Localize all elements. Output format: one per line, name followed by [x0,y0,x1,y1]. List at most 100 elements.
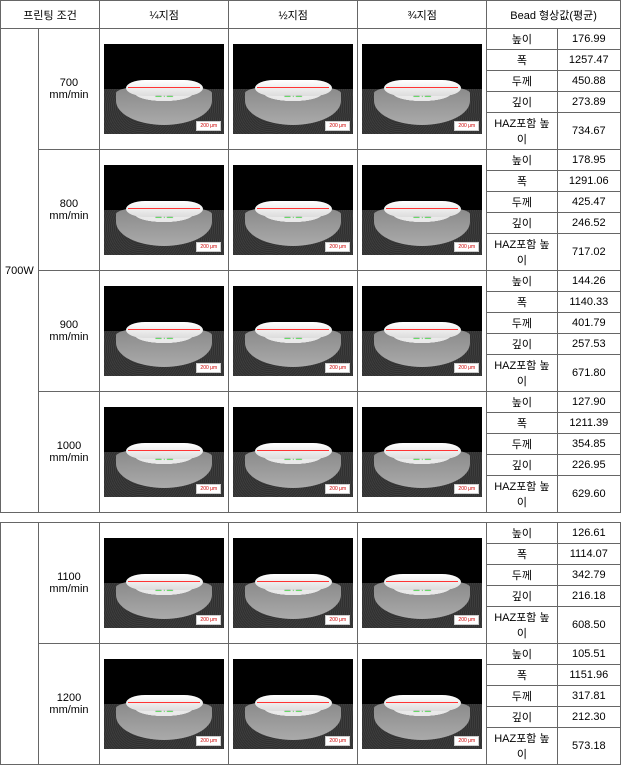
cross-section-image: — · —200 μm [100,29,229,150]
bead-micrograph: — · —200 μm [362,165,482,255]
cross-section-image: — · —200 μm [100,271,229,392]
data-row: 700W700mm/min— · —200 μm— · —200 μm— · —… [1,29,621,50]
bead-micrograph: — · —200 μm [233,659,353,749]
bead-micrograph: — · —200 μm [104,407,224,497]
bead-micrograph: — · —200 μm [104,286,224,376]
header-row: 프린팅 조건 ¼지점 ½지점 ¾지점 Bead 형상값(평균) [1,1,621,29]
metric-value: 144.26 [557,271,620,292]
metric-value: 1257.47 [557,50,620,71]
metric-label: 두께 [487,434,557,455]
bead-micrograph: — · —200 μm [233,538,353,628]
bead-micrograph: — · —200 μm [362,44,482,134]
cross-section-image: — · —200 μm [229,523,358,644]
metric-label: 두께 [487,71,557,92]
metric-label: 깊이 [487,586,557,607]
metric-label: 깊이 [487,92,557,113]
metric-label: 높이 [487,644,557,665]
section-gap [1,513,621,523]
metric-value: 105.51 [557,644,620,665]
metric-label: HAZ포함 높이 [487,476,557,513]
metric-value: 226.95 [557,455,620,476]
metric-label: HAZ포함 높이 [487,355,557,392]
bead-micrograph: — · —200 μm [233,407,353,497]
cross-section-image: — · —200 μm [358,392,487,513]
metric-label: 폭 [487,413,557,434]
metric-label: 높이 [487,29,557,50]
metric-value: 246.52 [557,213,620,234]
metric-label: 폭 [487,544,557,565]
data-row: 1000mm/min— · —200 μm— · —200 μm— · —200… [1,392,621,413]
cross-section-image: — · —200 μm [358,29,487,150]
metric-label: 두께 [487,313,557,334]
metric-value: 717.02 [557,234,620,271]
metric-label: HAZ포함 높이 [487,607,557,644]
metric-value: 212.30 [557,707,620,728]
cross-section-image: — · —200 μm [100,150,229,271]
metric-label: 폭 [487,292,557,313]
col-cond: 프린팅 조건 [1,1,100,29]
bead-micrograph: — · —200 μm [233,165,353,255]
metric-value: 1114.07 [557,544,620,565]
data-row: 1100mm/min— · —200 μm— · —200 μm— · —200… [1,523,621,544]
metric-value: 127.90 [557,392,620,413]
bead-micrograph: — · —200 μm [362,538,482,628]
bead-micrograph: — · —200 μm [362,407,482,497]
metric-value: 1140.33 [557,292,620,313]
bead-micrograph: — · —200 μm [104,165,224,255]
metric-label: 높이 [487,392,557,413]
speed-cell: 1000mm/min [38,392,99,513]
col-bead: Bead 형상값(평균) [487,1,621,29]
cross-section-image: — · —200 μm [358,271,487,392]
metric-value: 257.53 [557,334,620,355]
speed-cell: 1200mm/min [38,644,99,765]
cross-section-image: — · —200 μm [358,523,487,644]
data-row: 1200mm/min— · —200 μm— · —200 μm— · —200… [1,644,621,665]
cross-section-image: — · —200 μm [229,29,358,150]
metric-label: 높이 [487,150,557,171]
metric-value: 608.50 [557,607,620,644]
metric-label: HAZ포함 높이 [487,728,557,765]
data-row: 800mm/min— · —200 μm— · —200 μm— · —200 … [1,150,621,171]
metric-value: 354.85 [557,434,620,455]
cross-section-image: — · —200 μm [100,644,229,765]
power-cell: 700W [1,29,39,513]
cross-section-image: — · —200 μm [229,644,358,765]
bead-micrograph: — · —200 μm [104,659,224,749]
metric-value: 216.18 [557,586,620,607]
cross-section-image: — · —200 μm [100,523,229,644]
bead-micrograph: — · —200 μm [104,44,224,134]
metric-label: 깊이 [487,334,557,355]
cross-section-image: — · —200 μm [358,644,487,765]
metric-label: 두께 [487,565,557,586]
col-q1: ¼지점 [100,1,229,29]
power-cell-cont [1,523,39,765]
metric-label: 높이 [487,523,557,544]
bead-table: 프린팅 조건 ¼지점 ½지점 ¾지점 Bead 형상값(평균) 700W700m… [0,0,621,765]
speed-cell: 900mm/min [38,271,99,392]
speed-cell: 700mm/min [38,29,99,150]
metric-label: 폭 [487,50,557,71]
metric-value: 176.99 [557,29,620,50]
cross-section-image: — · —200 μm [229,271,358,392]
metric-value: 273.89 [557,92,620,113]
metric-label: 두께 [487,192,557,213]
metric-label: 깊이 [487,455,557,476]
metric-value: 671.80 [557,355,620,392]
metric-label: 폭 [487,171,557,192]
metric-value: 317.81 [557,686,620,707]
metric-value: 734.67 [557,113,620,150]
metric-value: 342.79 [557,565,620,586]
cross-section-image: — · —200 μm [358,150,487,271]
cross-section-image: — · —200 μm [229,150,358,271]
data-row: 900mm/min— · —200 μm— · —200 μm— · —200 … [1,271,621,292]
metric-value: 1211.39 [557,413,620,434]
cross-section-image: — · —200 μm [100,392,229,513]
metric-label: 높이 [487,271,557,292]
metric-value: 425.47 [557,192,620,213]
metric-value: 573.18 [557,728,620,765]
metric-label: 두께 [487,686,557,707]
speed-cell: 1100mm/min [38,523,99,644]
col-q3: ¾지점 [358,1,487,29]
speed-cell: 800mm/min [38,150,99,271]
metric-label: 깊이 [487,213,557,234]
